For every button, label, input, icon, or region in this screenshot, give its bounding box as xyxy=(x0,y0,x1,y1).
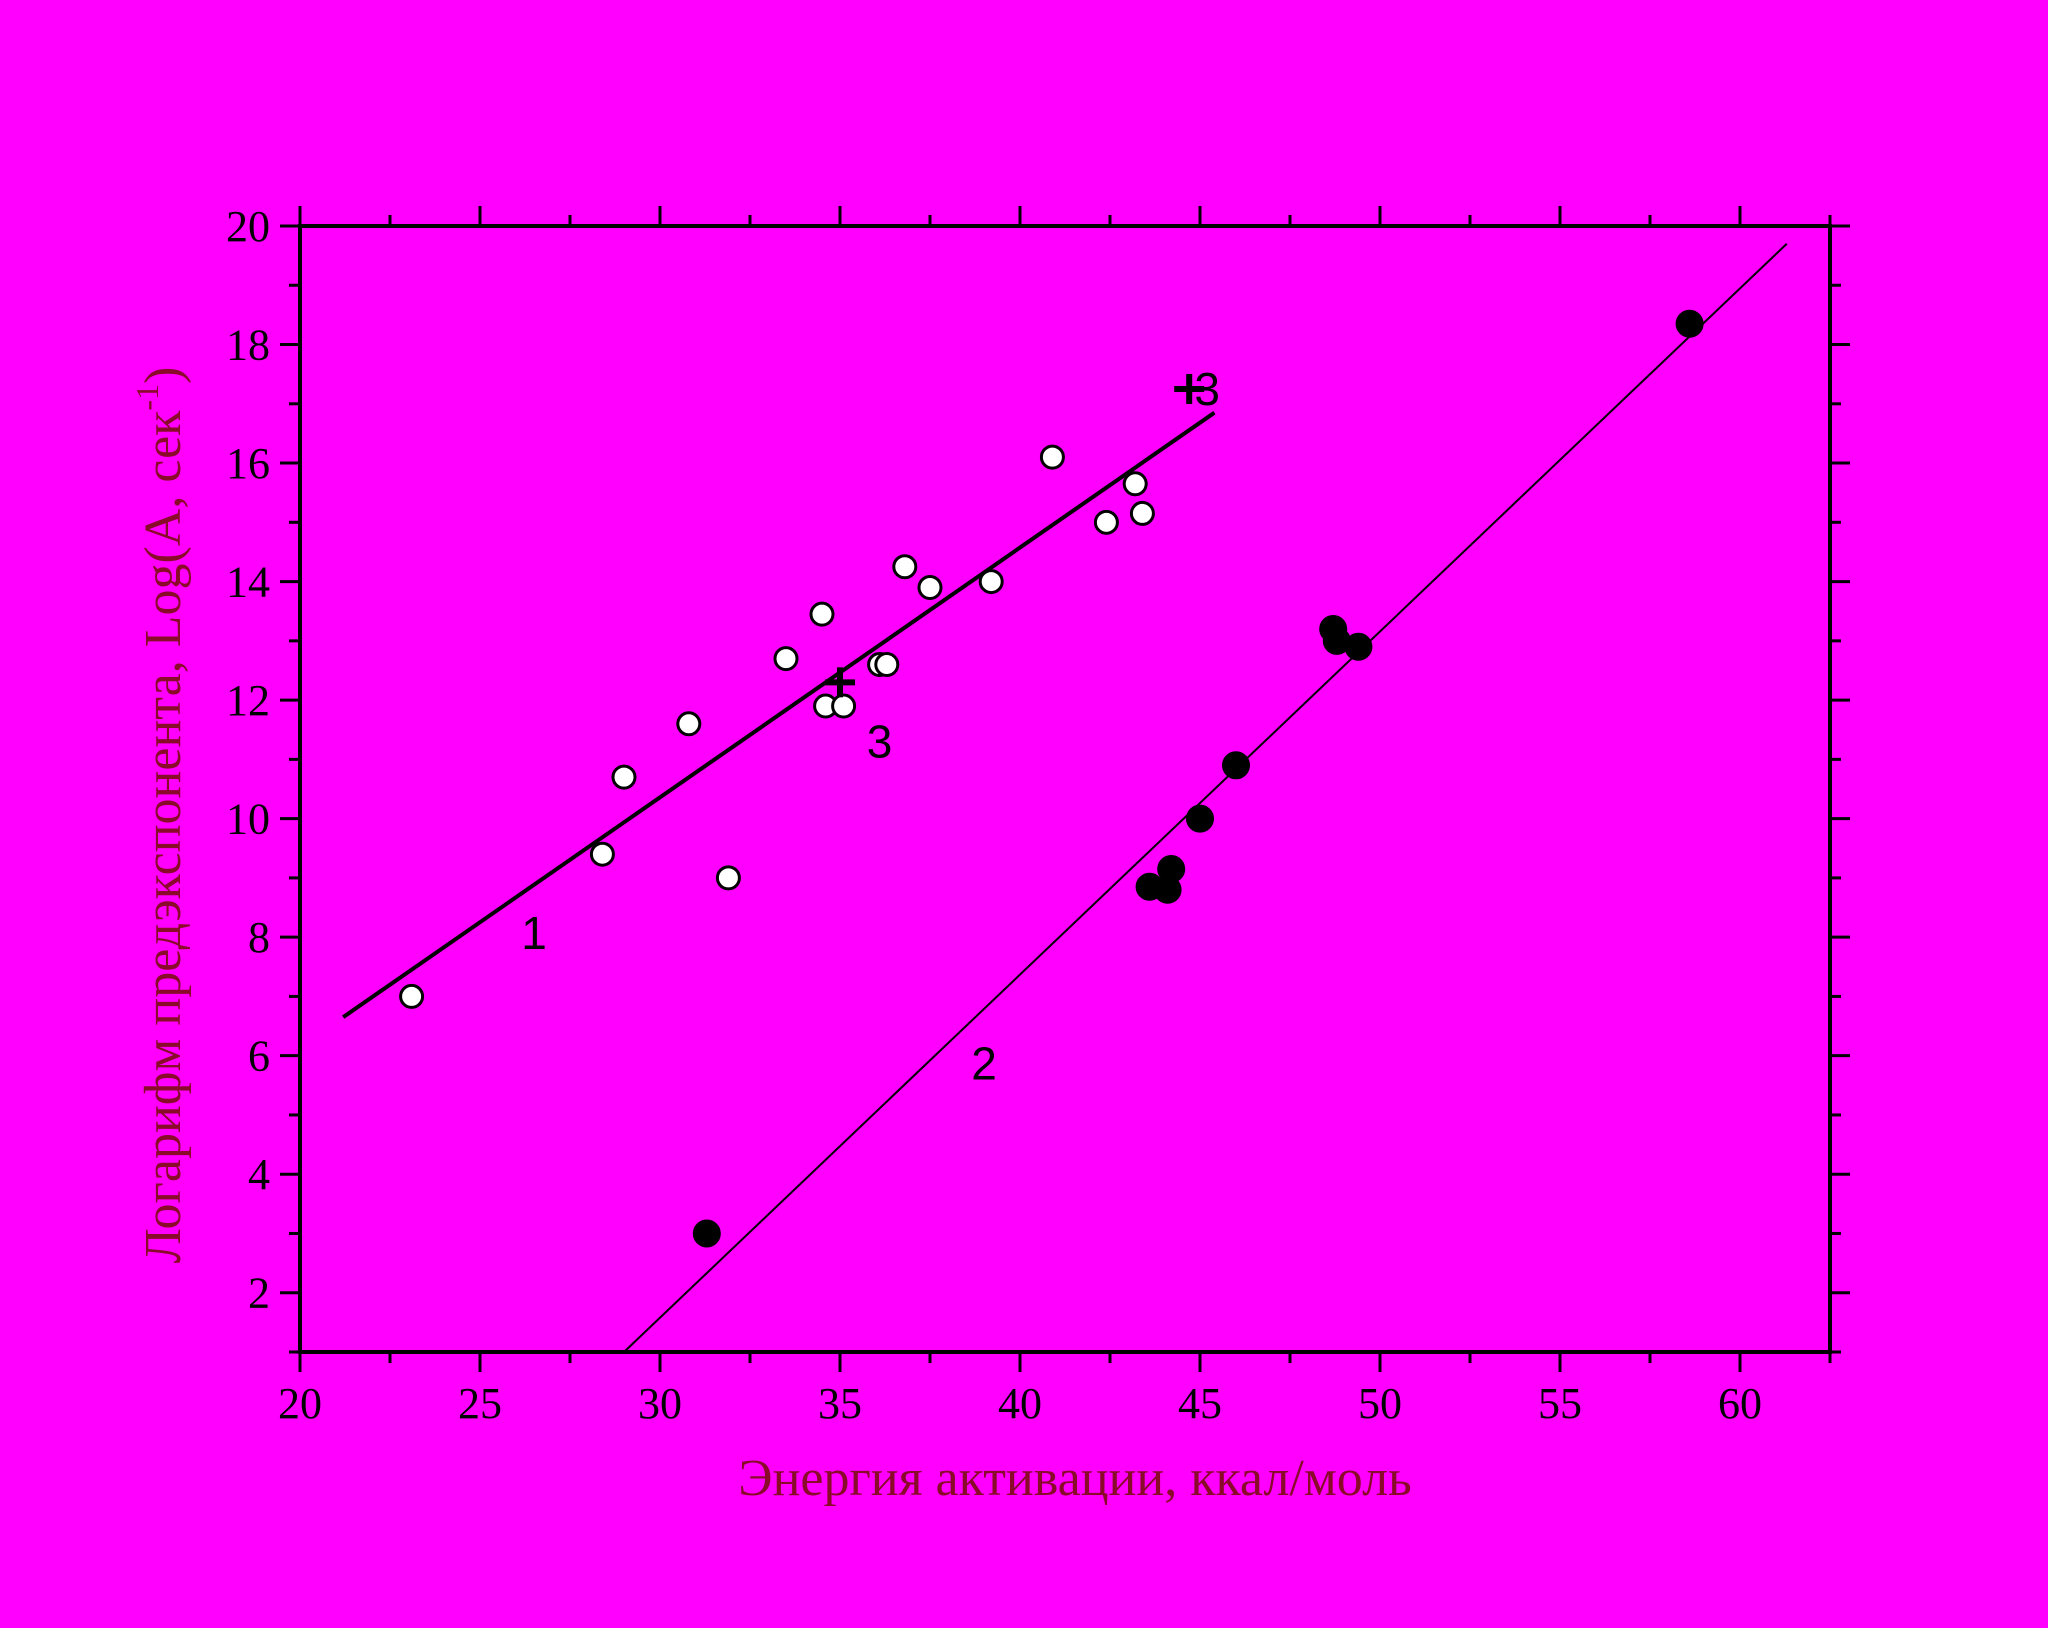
data-point-series-1 xyxy=(831,693,857,719)
x-tick-label: 45 xyxy=(1178,1379,1222,1428)
y-tick-label: 16 xyxy=(226,439,270,488)
series-label-3: 3 xyxy=(867,716,893,768)
data-point-series-2 xyxy=(692,1219,721,1248)
x-tick-label: 35 xyxy=(818,1379,862,1428)
x-tick-label: 30 xyxy=(638,1379,682,1428)
x-tick-label: 60 xyxy=(1718,1379,1762,1428)
y-axis-title-superscript: -1 xyxy=(129,384,165,411)
fit-line-2 xyxy=(623,243,1788,1353)
fit-line-1 xyxy=(342,411,1216,1019)
data-point-series-1 xyxy=(1129,500,1155,526)
data-point-series-2 xyxy=(1186,804,1214,833)
y-tick-label: 18 xyxy=(226,321,270,370)
y-axis-title-main: Логарифм предэкспонента, Log(A, сек xyxy=(135,410,192,1264)
x-tick-label: 40 xyxy=(998,1379,1042,1428)
data-point-series-1 xyxy=(1039,444,1065,470)
data-point-series-1 xyxy=(874,652,900,678)
x-tick-label: 55 xyxy=(1538,1379,1582,1428)
data-point-series-1 xyxy=(1093,509,1119,535)
y-axis-title: Логарифм предэкспонента, Log(A, сек-1) xyxy=(129,367,192,1264)
data-point-series-1 xyxy=(676,711,702,737)
data-point-series-1 xyxy=(809,601,835,627)
y-tick-label: 4 xyxy=(248,1150,270,1199)
data-point-series-1 xyxy=(917,575,943,601)
data-point-series-1 xyxy=(589,841,615,867)
data-point-series-1 xyxy=(978,569,1004,595)
x-tick-label: 50 xyxy=(1358,1379,1402,1428)
data-point-series-1 xyxy=(773,646,799,672)
x-tick-label: 25 xyxy=(458,1379,502,1428)
x-axis-title: Энергия активации, ккал/моль xyxy=(738,1450,1412,1507)
x-tick-label: 20 xyxy=(278,1379,322,1428)
data-point-series-2 xyxy=(1344,632,1373,661)
plot-frame xyxy=(298,224,1832,1354)
data-point-series-1 xyxy=(892,554,918,580)
data-point-series-2 xyxy=(1222,751,1250,780)
y-axis-title-close: ) xyxy=(135,367,192,384)
data-point-series-2 xyxy=(1157,855,1186,884)
series-label-3: 3 xyxy=(1194,363,1220,415)
y-tick-label: 12 xyxy=(226,676,270,725)
y-tick-label: 20 xyxy=(226,202,270,251)
y-tick-label: 14 xyxy=(226,558,270,607)
series-label-1: 1 xyxy=(521,907,547,959)
data-point-series-1 xyxy=(715,865,741,891)
y-tick-label: 6 xyxy=(248,1032,270,1081)
data-point-series-1 xyxy=(611,764,637,790)
y-tick-label: 10 xyxy=(226,795,270,844)
y-tick-label: 2 xyxy=(248,1269,270,1318)
data-point-series-1 xyxy=(399,983,425,1009)
data-point-series-1 xyxy=(1122,471,1148,497)
data-point-series-2 xyxy=(1675,309,1704,338)
y-tick-label: 8 xyxy=(248,913,270,962)
series-label-2: 2 xyxy=(971,1037,997,1089)
